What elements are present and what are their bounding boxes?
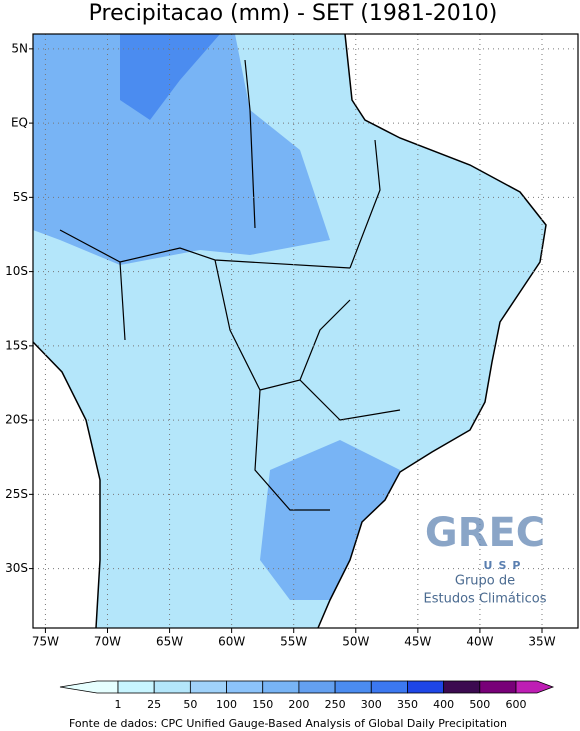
colorbar-cell <box>226 680 264 694</box>
x-tick-label: 50W <box>342 635 369 649</box>
colorbar-cell <box>189 680 227 694</box>
colorbar-cell <box>262 680 300 694</box>
colorbar-cell <box>407 680 445 694</box>
x-tick-label: 35W <box>528 635 555 649</box>
colorbar-label: 500 <box>469 698 490 711</box>
x-tick-label: 45W <box>404 635 431 649</box>
colorbar-label: 350 <box>397 698 418 711</box>
colorbar-cell <box>59 680 119 694</box>
colorbar-cell <box>298 680 336 694</box>
x-tick-label: 65W <box>156 635 183 649</box>
colorbar-cell <box>479 680 517 694</box>
x-tick-label: 40W <box>466 635 493 649</box>
colorbar-label: 200 <box>288 698 309 711</box>
colorbar-cell <box>370 680 408 694</box>
colorbar-label: 1 <box>115 698 122 711</box>
colorbar-label: 400 <box>433 698 454 711</box>
wet-region <box>33 34 330 265</box>
wet-core <box>120 34 220 120</box>
colorbar-label: 600 <box>506 698 527 711</box>
y-tick-label: 10S <box>5 264 28 278</box>
colorbar-cell <box>153 680 191 694</box>
x-tick-label: 55W <box>280 635 307 649</box>
colorbar-cell <box>334 680 372 694</box>
x-tick-label: 70W <box>94 635 121 649</box>
logo-line: Estudos Climáticos <box>424 592 547 607</box>
y-tick-label: 15S <box>5 338 28 352</box>
map <box>32 33 578 629</box>
south-wet <box>260 440 400 600</box>
coastline <box>317 33 547 629</box>
colorbar-cell <box>443 680 481 694</box>
y-tick-label: 5S <box>13 190 28 204</box>
x-tick-label: 60W <box>218 635 245 649</box>
frame <box>32 33 579 629</box>
y-tick-label: 25S <box>5 487 28 501</box>
colorbar-cell <box>515 680 555 694</box>
colorbar-cell <box>117 680 155 694</box>
pacific <box>33 342 100 628</box>
colorbar-label: 300 <box>361 698 382 711</box>
chart-title: Precipitacao (mm) - SET (1981-2010) <box>89 1 498 26</box>
logo-sub: USP <box>484 559 527 572</box>
y-tick-label: 20S <box>5 413 28 427</box>
source-note: Fonte de dados: CPC Unified Gauge-Based … <box>69 717 507 730</box>
logo-line: Grupo de <box>455 574 515 589</box>
logo-name: GREC <box>425 510 545 556</box>
x-tick-label: 75W <box>32 635 59 649</box>
coastline <box>32 341 101 629</box>
colorbar-label: 150 <box>252 698 273 711</box>
colorbar-label: 100 <box>216 698 237 711</box>
y-tick-label: 5N <box>11 41 28 55</box>
borders <box>59 59 401 511</box>
logo: GREC USP Grupo de Estudos Climáticos <box>424 510 547 607</box>
colorbar-label: 25 <box>147 698 161 711</box>
colorbar-label: 50 <box>183 698 197 711</box>
y-tick-label: 30S <box>5 561 28 575</box>
y-tick-label: EQ <box>11 116 28 130</box>
colorbar-label: 250 <box>325 698 346 711</box>
